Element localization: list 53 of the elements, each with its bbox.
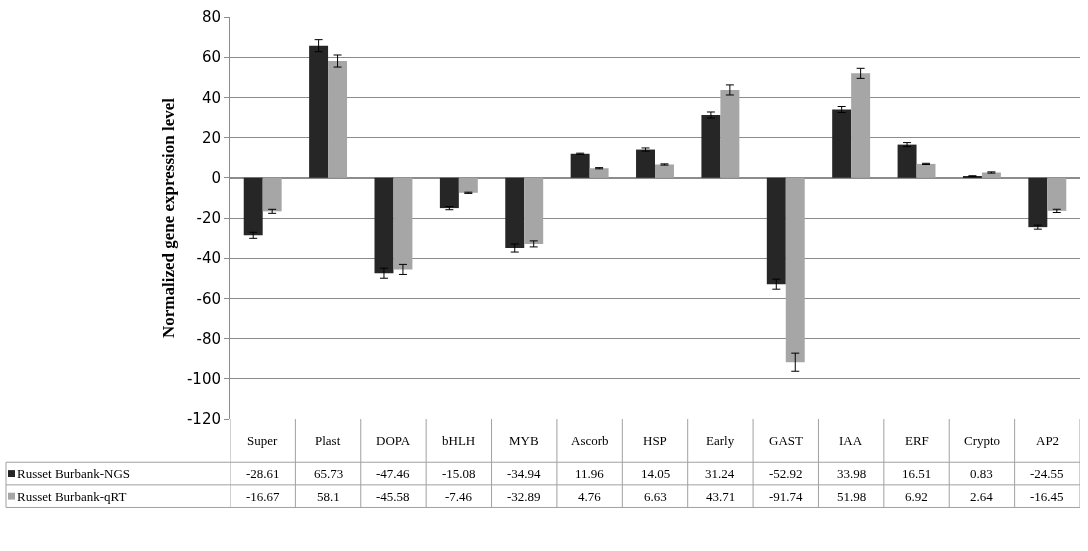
data-label: 2.64 — [970, 489, 994, 504]
x-tick-label: MYB — [509, 433, 539, 448]
data-label: 43.71 — [706, 489, 736, 504]
data-label: -15.08 — [442, 466, 476, 481]
data-label: 14.05 — [641, 466, 671, 481]
data-label: 58.1 — [317, 489, 340, 504]
y-axis-title: Normalized gene expression level — [158, 97, 178, 339]
y-tick-label: -120 — [186, 410, 221, 429]
y-tick-label: 60 — [201, 48, 221, 67]
y-tick-label: -80 — [196, 329, 221, 348]
data-label: 51.98 — [837, 489, 867, 504]
x-tick-label: DOPA — [376, 433, 411, 448]
x-tick-label: AP2 — [1036, 433, 1060, 448]
x-tick-label: GAST — [769, 433, 804, 448]
y-tick-label: 0 — [211, 169, 221, 188]
y-tick-label: -100 — [186, 370, 221, 389]
x-tick-label: Crypto — [964, 433, 1001, 448]
y-tick-label: 20 — [201, 128, 221, 147]
data-label: -34.94 — [507, 466, 542, 481]
data-label: 6.63 — [644, 489, 667, 504]
x-tick-label: Ascorb — [571, 433, 609, 448]
data-label: -28.61 — [246, 466, 280, 481]
data-label: -16.45 — [1030, 489, 1064, 504]
x-tick-label: Early — [706, 433, 735, 448]
data-label: -24.55 — [1030, 466, 1064, 481]
y-tick-label: -20 — [196, 209, 221, 228]
x-tick-label: IAA — [839, 433, 863, 448]
data-label: 16.51 — [902, 466, 932, 481]
data-label: 31.24 — [705, 466, 735, 481]
data-label: -47.46 — [376, 466, 411, 481]
data-label: -45.58 — [376, 489, 410, 504]
data-label: 6.92 — [905, 489, 928, 504]
y-tick-label: -60 — [196, 289, 221, 308]
data-label: 0.83 — [970, 466, 993, 481]
data-label: 65.73 — [314, 466, 344, 481]
data-label: 11.96 — [575, 466, 605, 481]
x-tick-label: Super — [247, 433, 278, 448]
x-tick-label: HSP — [643, 433, 667, 448]
x-tick-label: Plast — [315, 433, 341, 448]
x-tick-label: ERF — [905, 433, 929, 448]
x-tick-label: bHLH — [442, 433, 476, 448]
data-label: -32.89 — [507, 489, 541, 504]
data-label: -91.74 — [769, 489, 804, 504]
data-label: -16.67 — [246, 489, 281, 504]
y-tick-label: 40 — [201, 88, 221, 107]
data-label: -52.92 — [769, 466, 803, 481]
data-label: 4.76 — [578, 489, 602, 504]
data-label: 33.98 — [837, 466, 867, 481]
legend-label: Russet Burbank-qRT — [17, 489, 127, 504]
y-tick-label: 80 — [201, 8, 221, 27]
y-tick-label: -40 — [196, 249, 221, 268]
data-label: -7.46 — [445, 489, 473, 504]
legend-label: Russet Burbank-NGS — [17, 466, 131, 481]
